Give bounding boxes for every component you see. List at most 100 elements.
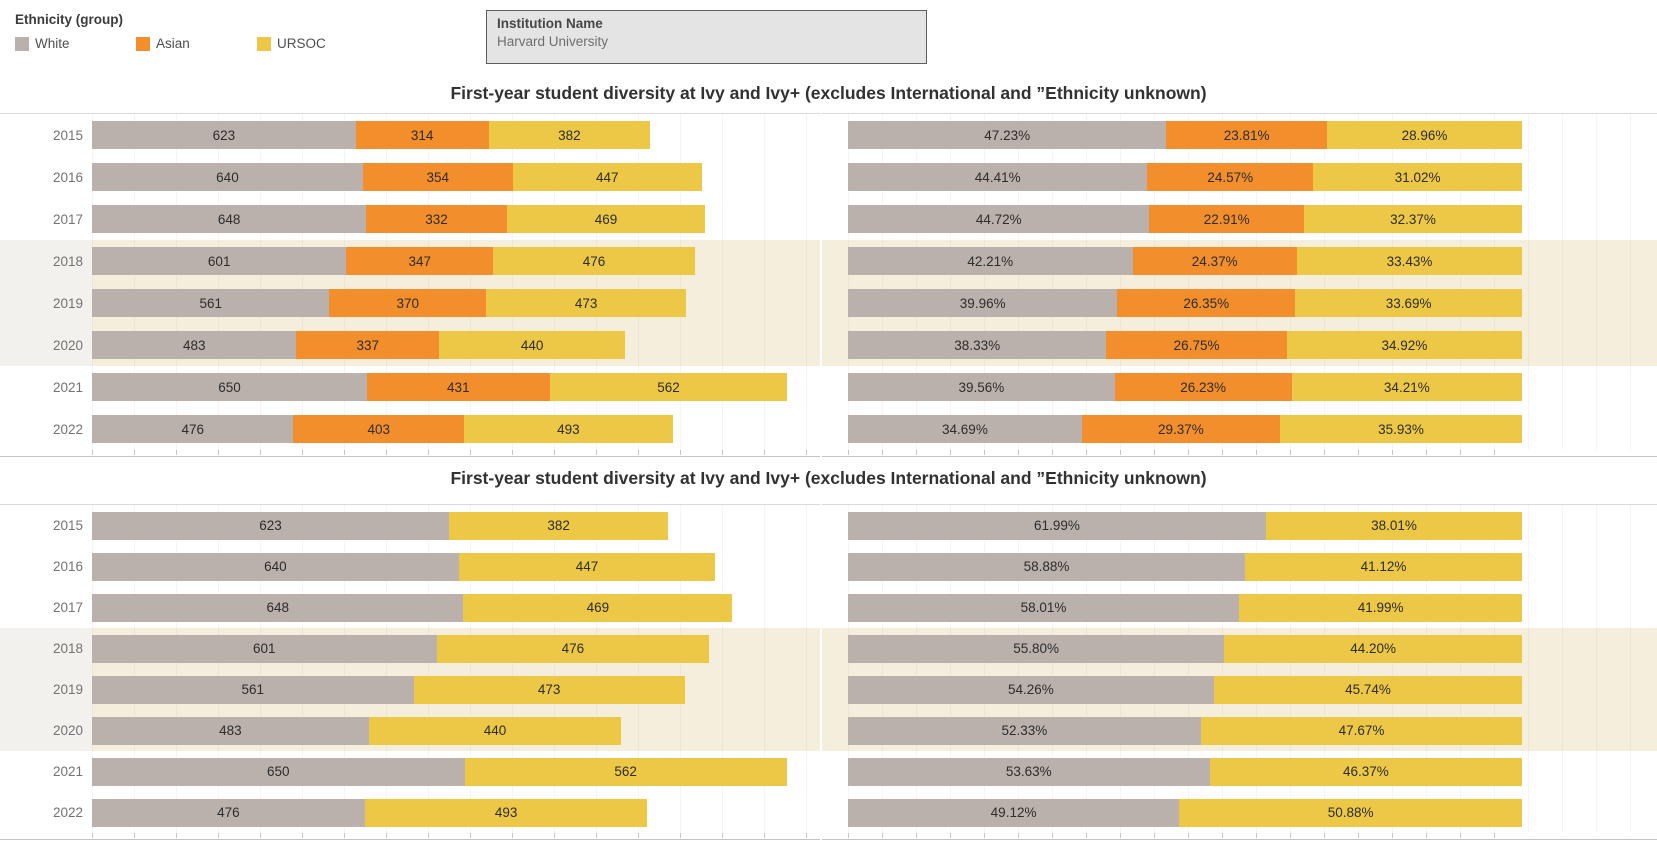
bar-segment-asian[interactable]: 403 bbox=[293, 415, 465, 443]
bar-segment-ursoc[interactable]: 447 bbox=[458, 552, 716, 581]
bar-segment-ursoc[interactable]: 493 bbox=[464, 415, 673, 443]
bar-segment-ursoc[interactable]: 469 bbox=[463, 593, 733, 622]
filter-selected-value[interactable]: Harvard University bbox=[497, 34, 609, 49]
year-label[interactable]: 2015 bbox=[52, 127, 83, 143]
bar-segment-white[interactable]: 39.96% bbox=[848, 289, 1118, 317]
bar-segment-ursoc[interactable]: 38.01% bbox=[1265, 511, 1523, 540]
bar-segment-white[interactable]: 58.88% bbox=[848, 552, 1245, 581]
bar-segment-ursoc[interactable]: 35.93% bbox=[1279, 415, 1523, 443]
legend-item-white[interactable]: White bbox=[15, 36, 136, 51]
year-label[interactable]: 2020 bbox=[0, 324, 92, 366]
year-label[interactable]: 2016 bbox=[52, 169, 83, 185]
bar-segment-ursoc[interactable]: 41.99% bbox=[1239, 593, 1523, 622]
bar-segment-white[interactable]: 55.80% bbox=[848, 634, 1225, 663]
bar-segment-white[interactable]: 52.33% bbox=[848, 716, 1201, 745]
bar-segment-white[interactable]: 640 bbox=[92, 552, 459, 581]
bar-segment-ursoc[interactable]: 45.74% bbox=[1213, 675, 1523, 704]
bar-segment-asian[interactable]: 347 bbox=[346, 247, 494, 275]
bar-segment-asian[interactable]: 332 bbox=[366, 205, 507, 233]
bar-segment-asian[interactable]: 24.37% bbox=[1132, 247, 1297, 275]
year-label[interactable]: 2018 bbox=[0, 628, 92, 669]
bar-segment-white[interactable]: 601 bbox=[92, 247, 347, 275]
bar-segment-ursoc[interactable]: 447 bbox=[512, 163, 702, 191]
bar-segment-ursoc[interactable]: 28.96% bbox=[1326, 121, 1523, 149]
year-label[interactable]: 2022 bbox=[52, 805, 83, 820]
year-label[interactable]: 2019 bbox=[0, 282, 92, 324]
bar-segment-ursoc[interactable]: 382 bbox=[449, 511, 669, 540]
bar-segment-ursoc[interactable]: 31.02% bbox=[1313, 163, 1523, 191]
year-label[interactable]: 2022 bbox=[52, 421, 83, 437]
bar-segment-ursoc[interactable]: 44.20% bbox=[1224, 634, 1523, 663]
bar-segment-ursoc[interactable]: 33.69% bbox=[1295, 289, 1523, 317]
bar-segment-ursoc[interactable]: 46.37% bbox=[1209, 757, 1523, 786]
bar-segment-ursoc[interactable]: 476 bbox=[436, 634, 710, 663]
bar-segment-asian[interactable]: 23.81% bbox=[1166, 121, 1327, 149]
bar-segment-ursoc[interactable]: 562 bbox=[549, 373, 788, 401]
bar-segment-ursoc[interactable]: 34.92% bbox=[1286, 331, 1523, 359]
bar-segment-asian[interactable]: 337 bbox=[296, 331, 440, 359]
bar-segment-white[interactable]: 650 bbox=[92, 757, 465, 786]
bar-segment-ursoc[interactable]: 47.67% bbox=[1200, 716, 1523, 745]
bar-segment-white[interactable]: 648 bbox=[92, 593, 464, 622]
bar-segment-white[interactable]: 650 bbox=[92, 373, 368, 401]
bar-segment-white[interactable]: 61.99% bbox=[848, 511, 1266, 540]
bar-segment-white[interactable]: 47.23% bbox=[848, 121, 1167, 149]
bar-segment-asian[interactable]: 431 bbox=[367, 373, 550, 401]
bar-segment-asian[interactable]: 26.23% bbox=[1114, 373, 1292, 401]
bar-segment-white[interactable]: 53.63% bbox=[848, 757, 1210, 786]
bar-segment-white[interactable]: 34.69% bbox=[848, 415, 1082, 443]
bar-segment-white[interactable]: 39.56% bbox=[848, 373, 1115, 401]
bar-segment-ursoc[interactable]: 41.12% bbox=[1244, 552, 1523, 581]
bar-segment-white[interactable]: 42.21% bbox=[848, 247, 1133, 275]
bar-segment-ursoc[interactable]: 50.88% bbox=[1179, 798, 1523, 827]
bar-segment-white[interactable]: 483 bbox=[92, 716, 369, 745]
bar-segment-white[interactable]: 648 bbox=[92, 205, 367, 233]
bar-segment-ursoc[interactable]: 473 bbox=[413, 675, 685, 704]
bar-segment-ursoc[interactable]: 34.21% bbox=[1291, 373, 1523, 401]
bar-segment-asian[interactable]: 354 bbox=[362, 163, 513, 191]
year-label[interactable]: 2017 bbox=[52, 600, 83, 615]
bar-segment-white[interactable]: 54.26% bbox=[848, 675, 1214, 704]
legend-item-ursoc[interactable]: URSOC bbox=[257, 36, 378, 51]
bar-segment-asian[interactable]: 26.35% bbox=[1117, 289, 1296, 317]
year-label[interactable]: 2016 bbox=[52, 559, 83, 574]
bar-segment-ursoc[interactable]: 562 bbox=[464, 757, 787, 786]
year-label[interactable]: 2021 bbox=[52, 379, 83, 395]
year-label[interactable]: 2019 bbox=[0, 669, 92, 710]
bar-segment-ursoc[interactable]: 33.43% bbox=[1296, 247, 1523, 275]
bar-segment-white[interactable]: 601 bbox=[92, 634, 437, 663]
bar-segment-white[interactable]: 44.41% bbox=[848, 163, 1148, 191]
legend-item-asian[interactable]: Asian bbox=[136, 36, 257, 51]
bar-segment-ursoc[interactable]: 473 bbox=[486, 289, 687, 317]
bar-segment-ursoc[interactable]: 440 bbox=[439, 331, 626, 359]
bar-segment-asian[interactable]: 24.57% bbox=[1147, 163, 1314, 191]
bar-segment-white[interactable]: 38.33% bbox=[848, 331, 1107, 359]
bar-segment-ursoc[interactable]: 493 bbox=[364, 798, 648, 827]
bar-segment-asian[interactable]: 370 bbox=[329, 289, 487, 317]
bar-segment-white[interactable]: 58.01% bbox=[848, 593, 1240, 622]
bar-segment-asian[interactable]: 29.37% bbox=[1081, 415, 1280, 443]
year-label[interactable]: 2015 bbox=[52, 518, 83, 533]
year-label[interactable]: 2017 bbox=[52, 211, 83, 227]
bar-segment-asian[interactable]: 314 bbox=[355, 121, 489, 149]
bar-segment-ursoc[interactable]: 32.37% bbox=[1303, 205, 1523, 233]
bar-segment-white[interactable]: 49.12% bbox=[848, 798, 1180, 827]
bar-segment-white[interactable]: 476 bbox=[92, 415, 294, 443]
institution-name-filter[interactable]: Institution Name Harvard University bbox=[486, 10, 927, 64]
bar-segment-white[interactable]: 640 bbox=[92, 163, 363, 191]
year-label[interactable]: 2020 bbox=[0, 710, 92, 751]
bar-segment-white[interactable]: 623 bbox=[92, 511, 450, 540]
bar-segment-asian[interactable]: 22.91% bbox=[1149, 205, 1304, 233]
bar-segment-ursoc[interactable]: 476 bbox=[493, 247, 695, 275]
bar-segment-white[interactable]: 561 bbox=[92, 289, 330, 317]
bar-segment-white[interactable]: 483 bbox=[92, 331, 297, 359]
year-label[interactable]: 2018 bbox=[0, 240, 92, 282]
bar-segment-ursoc[interactable]: 382 bbox=[488, 121, 651, 149]
year-label[interactable]: 2021 bbox=[52, 764, 83, 779]
bar-segment-ursoc[interactable]: 440 bbox=[368, 716, 622, 745]
bar-segment-asian[interactable]: 26.75% bbox=[1106, 331, 1287, 359]
bar-segment-white[interactable]: 44.72% bbox=[848, 205, 1150, 233]
bar-segment-white[interactable]: 561 bbox=[92, 675, 414, 704]
bar-segment-white[interactable]: 476 bbox=[92, 798, 365, 827]
bar-segment-ursoc[interactable]: 469 bbox=[506, 205, 706, 233]
